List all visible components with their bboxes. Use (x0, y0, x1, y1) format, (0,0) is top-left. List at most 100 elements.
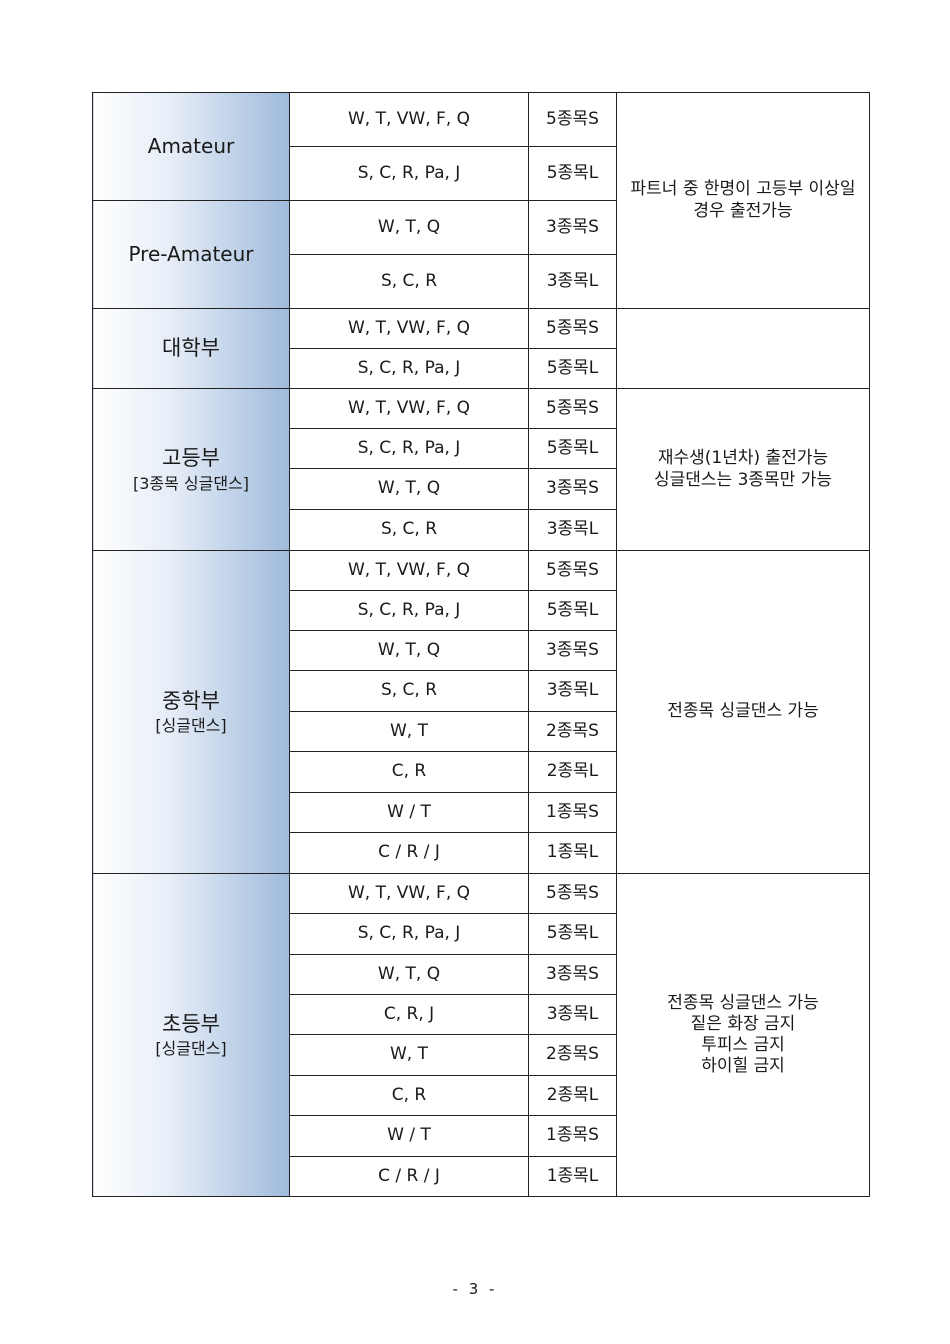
table-row: W, T, Q 3종목S (93, 630, 870, 671)
category-cell-highschool: 고등부 [3종목 싱글댄스] (92, 388, 290, 551)
note-line: 재수생(1년차) 출전가능 (657, 448, 829, 469)
category-sub: [싱글댄스] (155, 1039, 227, 1059)
event-code: 5종목L (528, 348, 617, 389)
note-highschool: 재수생(1년차) 출전가능 싱글댄스는 3종목만 가능 (616, 388, 870, 551)
table-row: W, T, Q 3종목S (93, 468, 870, 510)
table-row: S, C, R, Pa, J 5종목L (93, 590, 870, 631)
event-code: 3종목L (528, 254, 617, 309)
page-number: - 3 - (452, 1280, 498, 1298)
dance-list: S, C, R, Pa, J (289, 913, 529, 955)
dance-list: S, C, R, Pa, J (289, 146, 529, 201)
dance-list: C / R / J (289, 832, 529, 874)
event-code: 2종목S (528, 711, 617, 752)
dance-list: W, T, Q (289, 468, 529, 510)
table-row: S, C, R, Pa, J 5종목L (93, 428, 870, 469)
dance-list: C, R (289, 1075, 529, 1116)
event-code: 5종목S (528, 873, 617, 914)
dance-list: W, T, VW, F, Q (289, 388, 529, 429)
note-university (616, 308, 870, 389)
table-row: W / T 1종목S (93, 1115, 870, 1157)
rules-table: Amateur W, T, VW, F, Q 5종목S 파트너 중 한명이 고등… (92, 92, 870, 1197)
category-cell-university: 대학부 (92, 308, 290, 389)
note-line: 전종목 싱글댄스 가능 (667, 992, 819, 1013)
table-row: C, R, J 3종목L (93, 994, 870, 1035)
table-row: 대학부 W, T, VW, F, Q 5종목S (92, 308, 870, 389)
dance-list: S, C, R (289, 254, 529, 309)
table-row: S, C, R, Pa, J 5종목L (93, 146, 870, 201)
dance-list: W, T, VW, F, Q (289, 92, 529, 147)
note-line: 짙은 화장 금지 (690, 1013, 796, 1034)
category-sub: [3종목 싱글댄스] (132, 473, 250, 493)
table-row: Pre-Amateur W, T, Q 3종목S (92, 200, 870, 309)
dance-list: W, T, Q (289, 954, 529, 995)
table-row: C / R / J 1종목L (93, 832, 870, 874)
event-code: 2종목L (528, 1075, 617, 1116)
category-name: 대학부 (162, 336, 220, 361)
event-code: 5종목S (528, 388, 617, 429)
event-code: 2종목S (528, 1034, 617, 1076)
event-code: 5종목L (528, 428, 617, 469)
note-line: 싱글댄스는 3종목만 가능 (653, 469, 833, 490)
event-code: 5종목L (528, 146, 617, 201)
dance-list: W / T (289, 1115, 529, 1157)
table-row: W, T, Q 3종목S (93, 954, 870, 995)
table-row: W / T 1종목S (93, 792, 870, 833)
table-row: 고등부 [3종목 싱글댄스] W, T, VW, F, Q 5종목S 재수생(1… (92, 388, 870, 551)
event-code: 5종목S (528, 92, 617, 147)
event-code: 1종목L (528, 1156, 617, 1197)
table-row: S, C, R, Pa, J 5종목L (93, 348, 870, 389)
dance-list: C, R (289, 751, 529, 793)
dance-list: W, T, VW, F, Q (289, 873, 529, 914)
note-line: 파트너 중 한명이 고등부 이상일 (630, 179, 856, 200)
dance-list: S, C, R (289, 670, 529, 712)
event-code: 5종목S (528, 308, 617, 349)
event-code: 3종목S (528, 468, 617, 510)
event-code: 3종목S (528, 954, 617, 995)
category-cell-middle: 중학부 [싱글댄스] (92, 550, 290, 874)
event-code: 3종목S (528, 630, 617, 671)
event-code: 3종목L (528, 670, 617, 712)
dance-list: S, C, R, Pa, J (289, 590, 529, 631)
table-row: W, T 2종목S (93, 711, 870, 752)
event-code: 1종목S (528, 792, 617, 833)
event-code: 1종목S (528, 1115, 617, 1157)
event-code: 5종목L (528, 913, 617, 955)
event-code: 2종목L (528, 751, 617, 793)
table-row: W, T 2종목S (93, 1034, 870, 1076)
note-elementary: 전종목 싱글댄스 가능 짙은 화장 금지 투피스 금지 하이힐 금지 (616, 873, 870, 1197)
category-name: 초등부 (162, 1011, 220, 1036)
note-amateur: 파트너 중 한명이 고등부 이상일 경우 출전가능 (616, 92, 870, 309)
category-name: Amateur (147, 134, 235, 158)
event-code: 3종목L (528, 509, 617, 551)
dance-list: W, T, Q (289, 630, 529, 671)
event-code: 5종목S (528, 550, 617, 591)
dance-list: W, T, Q (289, 200, 529, 255)
table-row: S, C, R 3종목L (93, 509, 870, 551)
note-line: 경우 출전가능 (693, 200, 793, 221)
category-sub: [싱글댄스] (155, 716, 227, 736)
dance-list: C / R / J (289, 1156, 529, 1197)
table-row: 초등부 [싱글댄스] W, T, VW, F, Q 5종목S 전종목 싱글댄스 … (92, 873, 870, 1197)
table-row: S, C, R 3종목L (93, 254, 870, 309)
category-name: 고등부 (162, 446, 220, 471)
category-name: Pre-Amateur (128, 242, 254, 266)
dance-list: S, C, R, Pa, J (289, 428, 529, 469)
dance-list: W, T, VW, F, Q (289, 550, 529, 591)
table-row: S, C, R, Pa, J 5종목L (93, 913, 870, 955)
event-code: 5종목L (528, 590, 617, 631)
category-cell-elementary: 초등부 [싱글댄스] (92, 873, 290, 1197)
dance-list: W / T (289, 792, 529, 833)
note-middle: 전종목 싱글댄스 가능 (616, 550, 870, 874)
dance-list: W, T (289, 711, 529, 752)
dance-list: W, T, VW, F, Q (289, 308, 529, 349)
dance-list: S, C, R, Pa, J (289, 348, 529, 389)
table-row: C, R 2종목L (93, 751, 870, 793)
event-code: 3종목L (528, 994, 617, 1035)
dance-list: S, C, R (289, 509, 529, 551)
table-row: C / R / J 1종목L (93, 1156, 870, 1197)
dance-list: C, R, J (289, 994, 529, 1035)
event-code: 1종목L (528, 832, 617, 874)
note-line: 투피스 금지 (701, 1035, 785, 1055)
table-row: 중학부 [싱글댄스] W, T, VW, F, Q 5종목S 전종목 싱글댄스 … (92, 550, 870, 874)
category-cell-pre-amateur: Pre-Amateur (92, 200, 290, 309)
